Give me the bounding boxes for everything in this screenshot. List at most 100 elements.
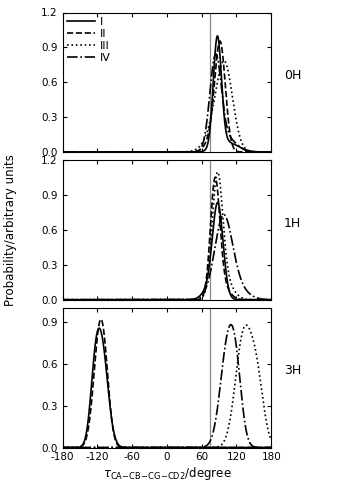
- IV: [269, 296, 273, 302]
- I: [269, 444, 273, 450]
- I: [265, 296, 269, 302]
- Line: II: II: [63, 178, 271, 300]
- III: [244, 322, 248, 328]
- III: [265, 296, 269, 302]
- Line: I: I: [63, 36, 271, 152]
- III: [97, 149, 101, 155]
- Line: II: II: [63, 41, 271, 152]
- II: [265, 149, 269, 155]
- II: [269, 149, 273, 155]
- III: [141, 296, 145, 302]
- III: [97, 296, 101, 302]
- III: [97, 444, 101, 450]
- I: [243, 444, 247, 450]
- III: [243, 145, 247, 151]
- I: [141, 444, 145, 450]
- Text: 0H: 0H: [284, 68, 301, 82]
- X-axis label: $\tau_{\rm CA\!-\!CB\!-\!CG\!-\!CD2}$/degree: $\tau_{\rm CA\!-\!CB\!-\!CG\!-\!CD2}$/de…: [103, 465, 231, 482]
- IV: [141, 296, 145, 302]
- II: [141, 444, 145, 450]
- I: [61, 149, 65, 155]
- I: [269, 149, 273, 155]
- I: [97, 325, 101, 331]
- IV: [265, 149, 269, 155]
- I: [97, 325, 101, 331]
- II: [61, 444, 65, 450]
- IV: [61, 444, 65, 450]
- II: [141, 149, 145, 155]
- IV: [149, 444, 154, 450]
- IV: [84, 296, 88, 302]
- III: [222, 58, 226, 64]
- III: [84, 296, 88, 302]
- III: [141, 444, 145, 450]
- Line: I: I: [63, 328, 271, 448]
- I: [265, 444, 269, 450]
- III: [61, 296, 65, 302]
- II: [141, 296, 145, 302]
- Text: 3H: 3H: [284, 364, 301, 378]
- IV: [97, 149, 101, 155]
- IV: [229, 322, 233, 328]
- III: [149, 444, 154, 450]
- IV: [265, 444, 269, 450]
- III: [84, 149, 88, 155]
- II: [84, 434, 88, 440]
- III: [243, 296, 247, 302]
- II: [269, 296, 273, 302]
- III: [149, 149, 154, 155]
- Text: Probability/arbitrary units: Probability/arbitrary units: [4, 154, 17, 306]
- IV: [84, 149, 88, 155]
- Line: IV: IV: [63, 214, 271, 300]
- II: [61, 296, 65, 302]
- IV: [269, 149, 273, 155]
- II: [97, 296, 101, 302]
- Line: II: II: [63, 319, 271, 448]
- II: [243, 296, 247, 302]
- Line: IV: IV: [63, 54, 271, 152]
- III: [61, 444, 65, 450]
- IV: [243, 284, 247, 290]
- II: [99, 316, 103, 322]
- IV: [61, 149, 65, 155]
- I: [141, 149, 145, 155]
- Line: III: III: [63, 325, 271, 448]
- II: [149, 296, 154, 302]
- III: [141, 149, 145, 155]
- Text: 1H: 1H: [284, 216, 301, 230]
- II: [149, 149, 154, 155]
- III: [265, 149, 269, 155]
- II: [84, 296, 88, 302]
- I: [84, 149, 88, 155]
- IV: [243, 419, 247, 425]
- Line: I: I: [63, 202, 271, 300]
- IV: [61, 296, 65, 302]
- IV: [214, 51, 218, 57]
- II: [213, 174, 217, 180]
- III: [243, 323, 247, 329]
- I: [269, 296, 273, 302]
- IV: [141, 444, 145, 450]
- I: [150, 444, 154, 450]
- III: [84, 444, 88, 450]
- I: [149, 149, 154, 155]
- I: [97, 149, 101, 155]
- Legend: I, II, III, IV: I, II, III, IV: [66, 16, 112, 64]
- IV: [141, 149, 145, 155]
- IV: [97, 296, 101, 302]
- I: [243, 296, 247, 302]
- IV: [149, 149, 154, 155]
- II: [97, 322, 101, 328]
- II: [218, 38, 222, 44]
- II: [150, 444, 154, 450]
- I: [84, 296, 88, 302]
- I: [61, 296, 65, 302]
- IV: [97, 444, 101, 450]
- IV: [243, 147, 247, 153]
- Line: IV: IV: [63, 324, 271, 448]
- I: [141, 296, 145, 302]
- IV: [149, 296, 154, 302]
- Line: III: III: [63, 61, 271, 152]
- IV: [265, 296, 269, 302]
- III: [216, 169, 220, 175]
